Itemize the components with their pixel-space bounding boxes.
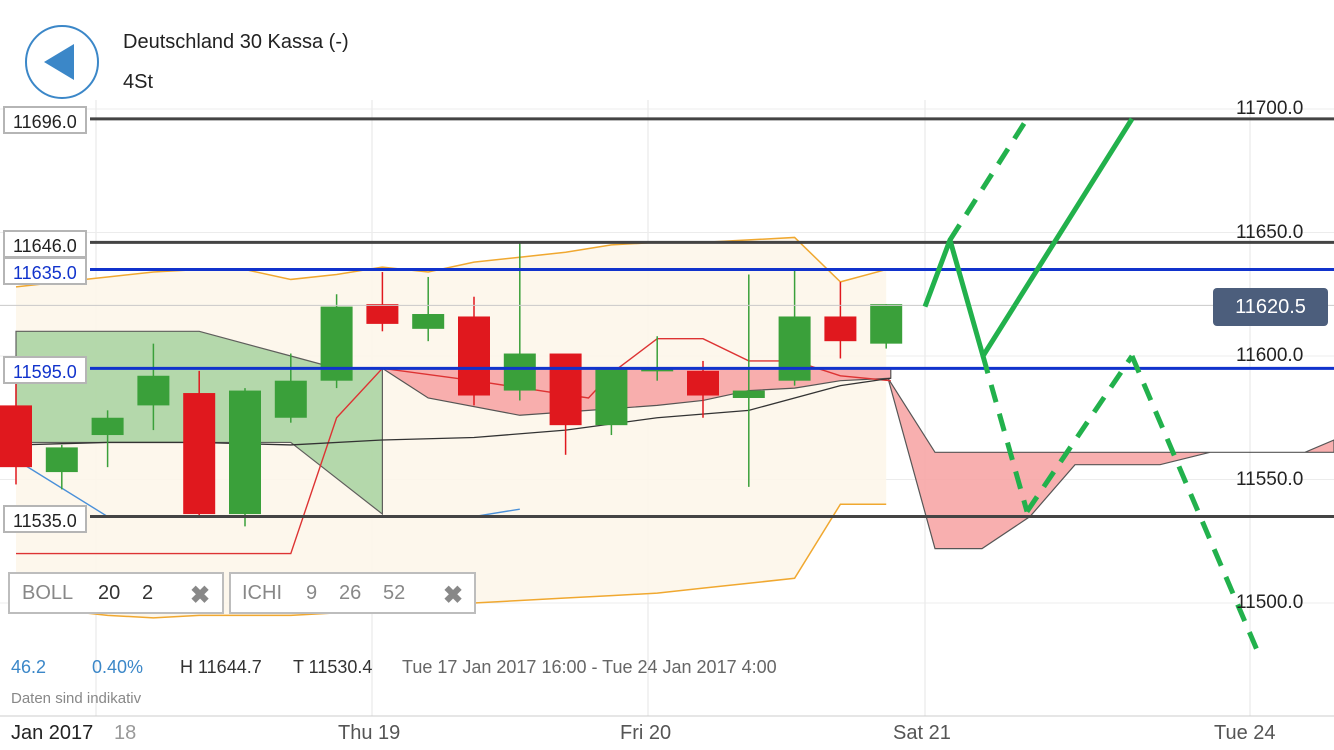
candle-body (91, 417, 124, 436)
remove-indicator-icon[interactable]: ✖ (190, 582, 211, 609)
candle-body (412, 314, 445, 329)
x-tick-label: Thu 19 (338, 722, 401, 744)
x-tick-label: Tue 24 (1214, 722, 1276, 744)
stat-high: H 11644.7 (180, 657, 262, 677)
indicator-chip-ichi[interactable]: ICHI 9 26 52 ✖ (229, 572, 476, 614)
forecast-path-dashed (980, 355, 1030, 513)
horizontal-levels (0, 117, 1334, 519)
back-button[interactable] (25, 25, 99, 99)
forecast-path-dashed (1024, 354, 1135, 514)
indicator-name: ICHI (242, 582, 282, 604)
level-tag-11635[interactable]: 11635.0 (3, 257, 87, 285)
indicator-param: 26 (339, 582, 362, 604)
y-tick-label: 11600.0 (1236, 345, 1304, 366)
bollinger-band-area (16, 237, 887, 618)
current-price-badge: 11620.5 (1213, 288, 1328, 326)
y-tick-label: 11500.0 (1236, 592, 1304, 613)
candle-body (229, 390, 261, 515)
candle-body (824, 316, 857, 342)
x-tick-label: Fri 20 (620, 722, 672, 744)
back-arrow-icon (44, 44, 74, 80)
candle-body (0, 405, 32, 468)
indicator-param: 52 (383, 582, 406, 604)
instrument-title: Deutschland 30 Kassa (-) (123, 31, 349, 53)
forecast-path-dashed (1129, 355, 1261, 654)
stat-low: T 11530.4 (293, 657, 373, 677)
stat-a: 46.2 (11, 657, 47, 677)
forecast-paths (922, 117, 1261, 654)
y-tick-label: 11700.0 (1236, 98, 1304, 119)
candle-body (366, 304, 399, 324)
stat-change: 0.40% (92, 657, 144, 677)
y-tick-label: 11550.0 (1236, 468, 1304, 490)
level-tag-11646[interactable]: 11646.0 (3, 230, 87, 258)
level-tag-11535[interactable]: 11535.0 (3, 505, 87, 533)
candle-body (687, 370, 719, 396)
candle-body (778, 316, 811, 381)
stat-range: Tue 17 Jan 2017 16:00 - Tue 24 Jan 2017 … (402, 657, 777, 677)
level-tag-11696[interactable]: 11696.0 (3, 106, 87, 134)
disclaimer: Daten sind indikativ (11, 690, 142, 707)
candles (0, 242, 903, 527)
candle-body (137, 375, 170, 406)
indicator-param: 2 (142, 582, 154, 604)
indicator-param: 20 (98, 582, 121, 604)
candle-body (183, 393, 216, 515)
candle-body (503, 353, 536, 391)
y-tick-label: 11650.0 (1236, 221, 1304, 243)
candle-body (595, 368, 628, 426)
timeframe-label: 4St (123, 71, 154, 93)
bollinger-fill (16, 237, 887, 618)
indicator-chip-boll[interactable]: BOLL 20 2 ✖ (8, 572, 224, 614)
forecast-path-dashed (947, 117, 1030, 242)
candle-body (274, 380, 307, 418)
candle-body (732, 390, 765, 398)
candle-body (549, 353, 582, 426)
candle-body (45, 447, 78, 473)
candle-body (458, 316, 490, 396)
forecast-path-solid (922, 117, 1135, 359)
ichimoku-cloud-projected (887, 377, 1334, 550)
bollinger-upper-line (15, 236, 887, 288)
candle-body (870, 304, 903, 344)
level-tag-11595[interactable]: 11595.0 (3, 356, 87, 384)
x-tick-label: 18 (114, 722, 137, 744)
ichimoku-chikou-line (15, 377, 891, 446)
x-tick-label: Jan 2017 (11, 722, 94, 744)
indicator-name: BOLL (22, 582, 74, 604)
remove-indicator-icon[interactable]: ✖ (443, 582, 464, 609)
x-tick-label: Sat 21 (893, 722, 951, 744)
indicator-param: 9 (306, 582, 318, 604)
